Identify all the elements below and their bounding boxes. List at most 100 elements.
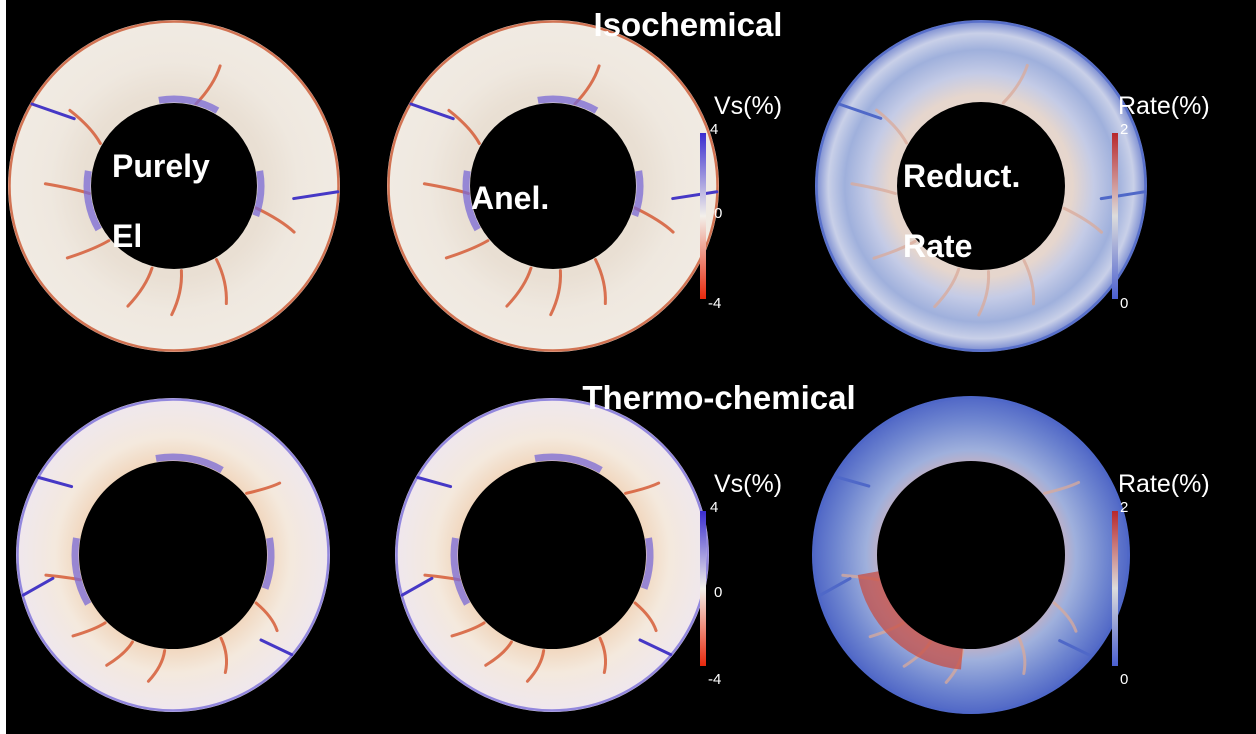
cmb-fast-patch: [640, 537, 654, 590]
cmb-fast-patch: [158, 95, 220, 114]
surface-boundary-rim: [395, 398, 709, 712]
plume-streak: [977, 270, 991, 317]
slab-streak: [671, 190, 719, 201]
colorbar-tick-vs-top-mid: 0: [714, 205, 723, 222]
surface-boundary-rim: [8, 20, 340, 352]
plume-streak: [444, 239, 490, 260]
cmb-fast-patch: [450, 537, 471, 606]
colorbar-tick-vs-bottom-max: 4: [710, 499, 719, 516]
plume-streak: [65, 239, 111, 260]
cmb-fast-patch: [534, 453, 603, 474]
label-el: El: [112, 218, 143, 254]
label-purely: Purely: [112, 148, 210, 184]
surface-boundary-rim: [815, 20, 1147, 352]
colorbar-tick-vs-bottom-min: -4: [708, 671, 722, 688]
surface-boundary-rim: [16, 398, 330, 712]
slab-streak: [833, 475, 871, 488]
plume-streak: [525, 649, 546, 683]
colorbar-tick-rate-top-max: 2: [1120, 121, 1129, 138]
slab-streak: [817, 577, 852, 598]
row-title-isochemical: Isochemical: [593, 6, 783, 43]
slab-streak: [416, 476, 453, 489]
core-disk: [470, 103, 636, 269]
plume-streak: [633, 601, 658, 633]
plume-streak: [872, 239, 917, 260]
plume-streak: [875, 108, 909, 145]
cmb-fast-patch: [462, 170, 481, 232]
slab-streak: [21, 576, 55, 597]
colorbar-title-rate-bottom: Rate(%): [1118, 470, 1210, 498]
cmb-fast-patch: [71, 537, 92, 606]
figure-canvas: Isochemical Thermo-chemical Purely El An…: [6, 0, 1256, 734]
plume-streak: [126, 266, 154, 308]
plume-streak: [245, 481, 282, 495]
label-rate: Rate: [903, 228, 973, 264]
colorbar-tick-vs-bottom-mid: 0: [714, 584, 723, 601]
row-title-thermochemical: Thermo-chemical: [582, 379, 856, 416]
plume-streak: [598, 636, 608, 675]
colorbar-tick-rate-bottom-min: 0: [1120, 671, 1129, 688]
mantle-annuli-svg: [8, 20, 1147, 714]
plume-streak: [549, 269, 563, 317]
slab-streak: [1099, 190, 1147, 201]
core-disk: [877, 461, 1065, 649]
plume-streak: [170, 269, 184, 317]
slab-streak: [837, 102, 883, 120]
plume-streak: [850, 182, 897, 195]
slab-streak: [400, 576, 434, 597]
colorbar-tick-vs-top-min: -4: [708, 295, 722, 312]
colorbar-title-vs-top: Vs(%): [714, 92, 783, 120]
surface-boundary-rim: [812, 396, 1130, 714]
label-reduct: Reduct.: [903, 158, 1021, 194]
colorbar-tick-vs-top-max: 4: [710, 121, 719, 138]
plume-streak: [105, 640, 134, 667]
slab-streak: [30, 102, 76, 121]
plume-streak: [505, 266, 533, 308]
core-disk: [897, 102, 1065, 270]
core-disk: [79, 461, 267, 649]
cmb-fast-patch: [83, 170, 102, 232]
plume-streak: [71, 621, 107, 638]
plume-streak: [1017, 636, 1027, 676]
plume-streak: [219, 636, 229, 675]
plume-streak: [624, 481, 661, 495]
colorbar-rate-bottom: [1112, 511, 1118, 666]
plume-streak: [450, 621, 486, 638]
surface-boundary-rim: [387, 20, 719, 352]
cmb-fast-patch: [252, 170, 265, 217]
colorbar-vs-bottom: [700, 511, 706, 666]
plume-streak: [1062, 206, 1104, 234]
plume-streak: [1043, 480, 1081, 495]
plume-streak: [215, 258, 228, 306]
slab-streak: [1058, 639, 1093, 658]
slab-streak: [638, 638, 673, 657]
slab-streak: [37, 476, 74, 489]
plume-streak: [484, 640, 513, 667]
slab-streak: [259, 638, 294, 657]
plume-streak: [594, 258, 607, 306]
core-disk: [458, 461, 646, 649]
cmb-fast-patch: [155, 453, 224, 474]
cmb-fast-patch: [261, 537, 275, 590]
plume-streak: [933, 267, 961, 309]
colorbar-title-rate-top: Rate(%): [1118, 92, 1210, 120]
colorbar-tick-rate-top-min: 0: [1120, 295, 1129, 312]
cmb-high-rate-patch: [857, 570, 964, 670]
colorbar-vs-top: [700, 133, 706, 299]
slab-streak: [409, 102, 455, 121]
colorbar-title-vs-bottom: Vs(%): [714, 470, 783, 498]
plume-streak: [447, 108, 481, 145]
plume-streak: [254, 601, 279, 633]
colorbar-tick-rate-bottom-max: 2: [1120, 499, 1129, 516]
colorbar-rate-top: [1112, 133, 1118, 299]
plume-streak: [1052, 601, 1078, 633]
slab-streak: [292, 190, 340, 201]
plume-streak: [1001, 63, 1029, 105]
plume-streak: [146, 649, 167, 683]
core-disk: [91, 103, 257, 269]
label-anelastic: Anel.: [471, 180, 550, 216]
cmb-fast-patch: [537, 95, 599, 114]
plume-streak: [68, 108, 102, 145]
cmb-fast-patch: [631, 170, 644, 217]
plume-streak: [1022, 258, 1036, 306]
